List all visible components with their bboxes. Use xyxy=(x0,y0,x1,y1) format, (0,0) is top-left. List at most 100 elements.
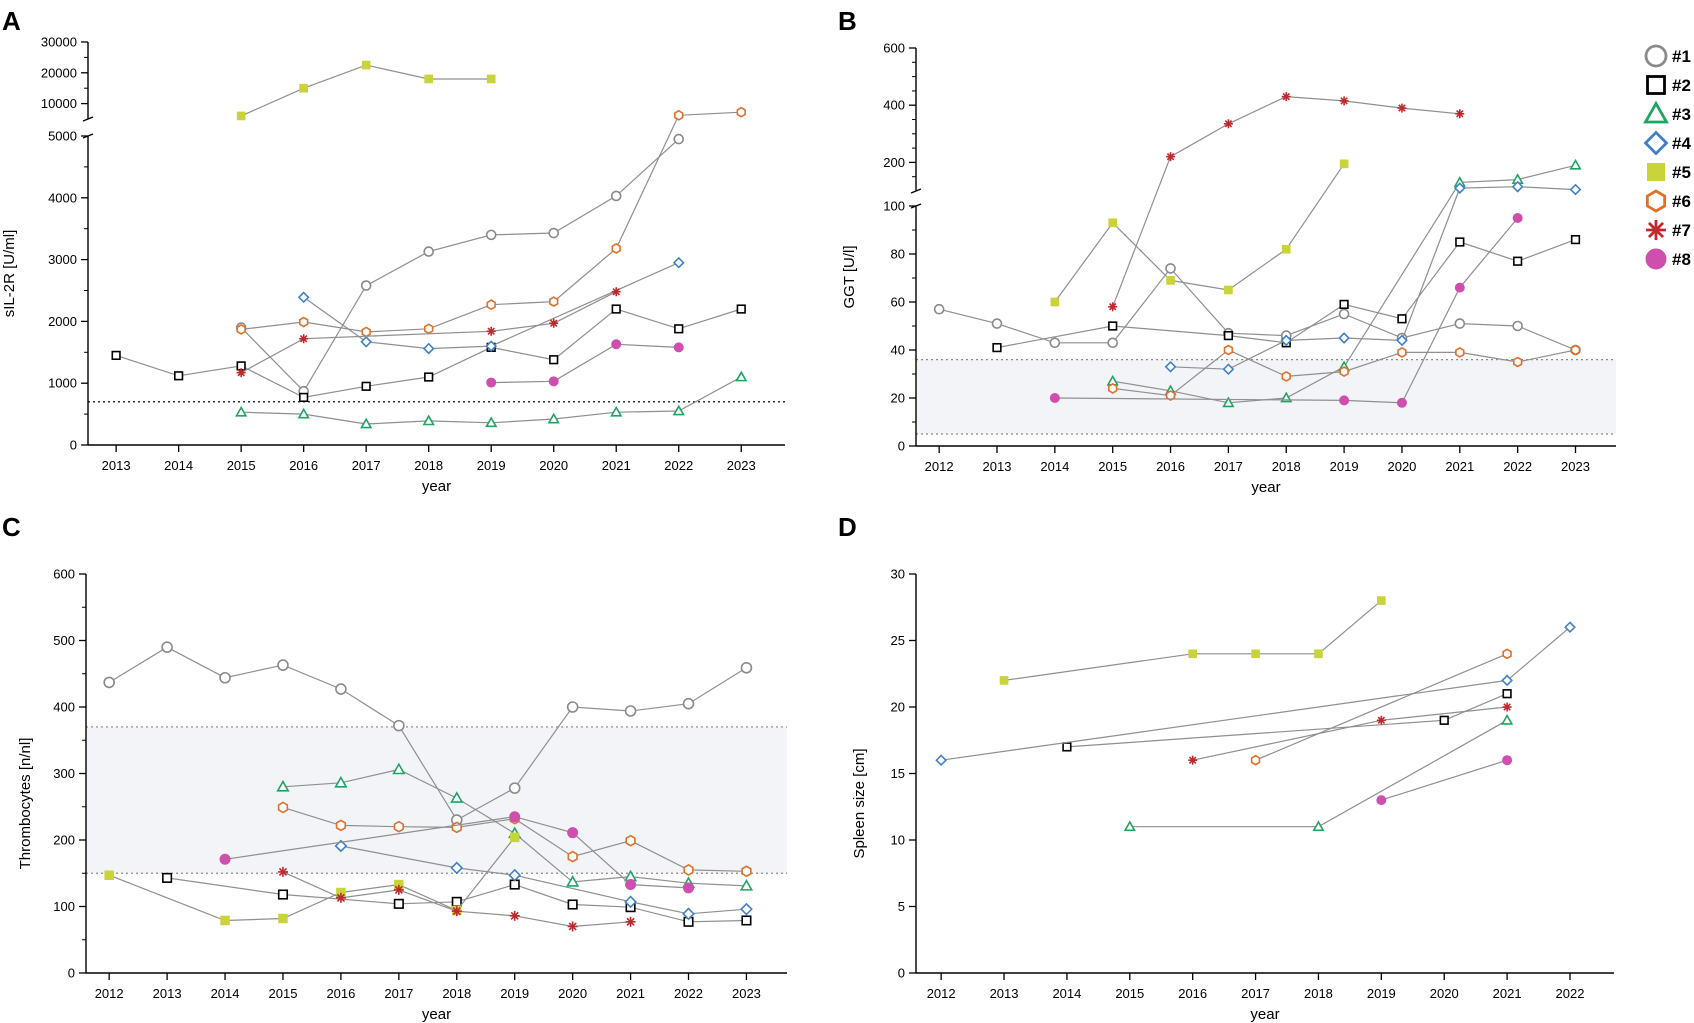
marker-shape xyxy=(485,229,497,241)
data-point xyxy=(1049,393,1060,403)
series-patient-5 xyxy=(999,596,1386,685)
x-tick-label: 2012 xyxy=(927,986,956,1001)
marker-shape xyxy=(1108,303,1117,311)
marker-shape xyxy=(161,641,173,653)
data-point xyxy=(673,342,684,353)
marker-shape xyxy=(1222,363,1235,376)
data-point xyxy=(485,229,497,241)
marker-shape xyxy=(335,819,347,832)
data-point xyxy=(1164,360,1177,373)
data-point xyxy=(1314,649,1323,659)
x-tick-label: 2017 xyxy=(384,986,413,1001)
data-point xyxy=(424,372,434,382)
panel-letter: B xyxy=(838,6,857,36)
y-tick-label: 100 xyxy=(53,899,75,914)
data-point xyxy=(740,902,753,916)
marker-shape xyxy=(1224,285,1233,295)
data-point xyxy=(236,368,246,378)
marker-shape xyxy=(1569,158,1582,170)
marker-shape xyxy=(1644,44,1668,68)
data-point xyxy=(1062,742,1072,752)
data-point xyxy=(393,898,404,909)
y-tick-label: 400 xyxy=(883,98,905,113)
series-line xyxy=(241,111,742,333)
data-point xyxy=(1188,649,1198,659)
marker-shape xyxy=(1281,370,1291,382)
marker-shape xyxy=(1454,282,1465,293)
data-point xyxy=(674,324,684,334)
series-patient-2 xyxy=(111,304,746,403)
data-point xyxy=(1224,285,1233,295)
marker-shape xyxy=(1570,344,1581,356)
marker-shape xyxy=(393,898,404,909)
marker-shape xyxy=(1166,152,1175,161)
x-tick-label: 2019 xyxy=(477,458,506,473)
x-tick-label: 2021 xyxy=(602,458,631,473)
x-tick-label: 2023 xyxy=(1561,459,1590,474)
legend-marker xyxy=(1645,189,1667,213)
series-patient-3 xyxy=(1106,158,1582,408)
y-tick-label: 30 xyxy=(891,567,905,582)
data-point xyxy=(566,701,579,713)
y-tick-label: 60 xyxy=(891,295,905,310)
y-tick-label: 300 xyxy=(53,766,75,781)
data-point xyxy=(1502,702,1512,712)
data-point xyxy=(485,416,498,428)
data-point xyxy=(161,641,173,653)
x-tick-label: 2015 xyxy=(227,458,256,473)
marker-shape xyxy=(1455,237,1465,247)
data-point xyxy=(360,280,372,291)
marker-shape xyxy=(549,355,559,365)
data-point xyxy=(423,246,434,257)
marker-shape xyxy=(485,416,498,428)
marker-shape xyxy=(1564,621,1576,634)
series-patient-7 xyxy=(1108,92,1465,312)
data-point xyxy=(1511,180,1524,193)
data-point xyxy=(360,335,373,348)
data-point xyxy=(741,915,752,926)
marker-shape xyxy=(567,850,578,863)
data-point xyxy=(450,791,464,803)
data-point xyxy=(1108,382,1118,394)
marker-shape xyxy=(510,911,519,920)
marker-shape xyxy=(1396,397,1407,408)
marker-shape xyxy=(1281,244,1291,254)
series-line xyxy=(1255,653,1508,761)
marker-shape xyxy=(298,316,309,328)
data-point xyxy=(508,782,521,794)
series-patient-1 xyxy=(103,641,753,826)
marker-shape xyxy=(336,893,346,902)
data-point xyxy=(610,190,622,202)
x-axis-title: year xyxy=(1250,1006,1279,1023)
data-point xyxy=(683,863,694,876)
y-tick-label: 0 xyxy=(68,966,75,981)
x-tick-label: 2021 xyxy=(1493,986,1522,1001)
data-point xyxy=(682,697,695,710)
y-tick-label: 200 xyxy=(53,833,75,848)
data-point xyxy=(335,819,347,832)
marker-shape xyxy=(739,879,754,891)
marker-shape xyxy=(1280,334,1293,347)
marker-shape xyxy=(424,372,434,382)
x-tick-label: 2015 xyxy=(1098,459,1127,474)
legend-item-patient-3: #3 xyxy=(1643,100,1691,124)
data-point xyxy=(611,304,621,314)
marker-shape xyxy=(1512,320,1523,332)
x-tick-label: 2016 xyxy=(289,458,318,473)
data-point xyxy=(935,754,948,767)
marker-shape xyxy=(1123,820,1136,832)
data-point xyxy=(277,889,289,900)
marker-shape xyxy=(111,350,121,361)
data-point xyxy=(1455,237,1465,247)
x-tick-label: 2013 xyxy=(983,459,1012,474)
data-point xyxy=(1512,320,1523,332)
data-point xyxy=(1339,299,1349,310)
panel-d: D 0 5 10 15 20 25 30 2012 2013 2014 2015 2016 2017 201… xyxy=(838,512,1614,1023)
legend-label: #8 xyxy=(1672,250,1691,269)
marker-shape xyxy=(486,299,496,311)
data-point xyxy=(1049,337,1061,349)
data-point xyxy=(297,291,310,304)
marker-shape xyxy=(1250,754,1261,766)
marker-shape xyxy=(1643,130,1669,156)
marker-shape xyxy=(1108,382,1118,394)
